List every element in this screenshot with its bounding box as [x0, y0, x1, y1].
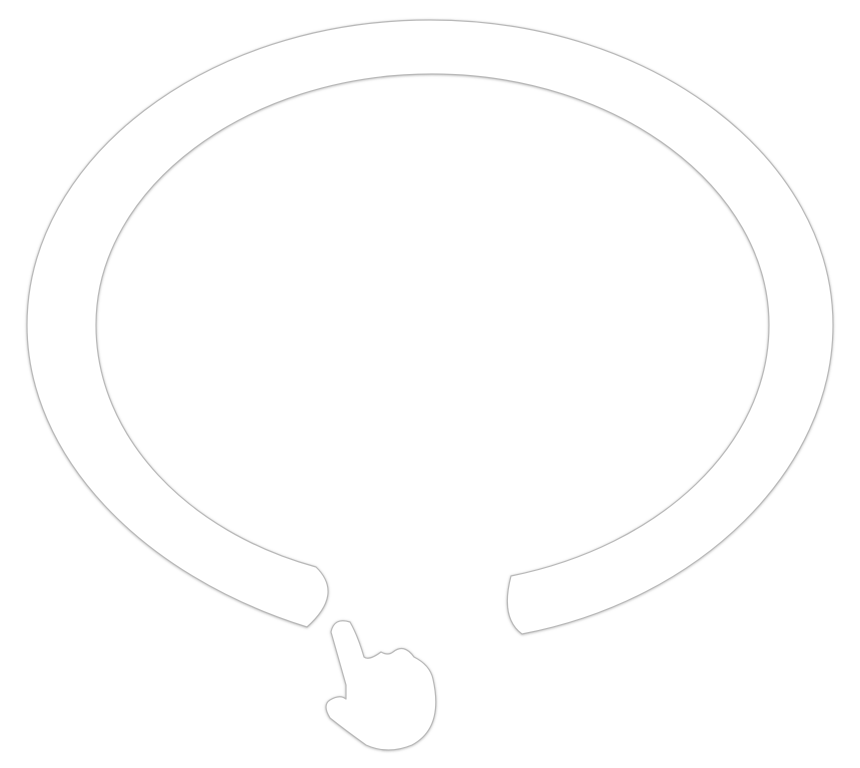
hand-outline — [325, 620, 437, 751]
ring-outline — [26, 19, 834, 635]
hand-pointer-icon — [325, 620, 437, 751]
open-ring-icon — [26, 19, 834, 635]
